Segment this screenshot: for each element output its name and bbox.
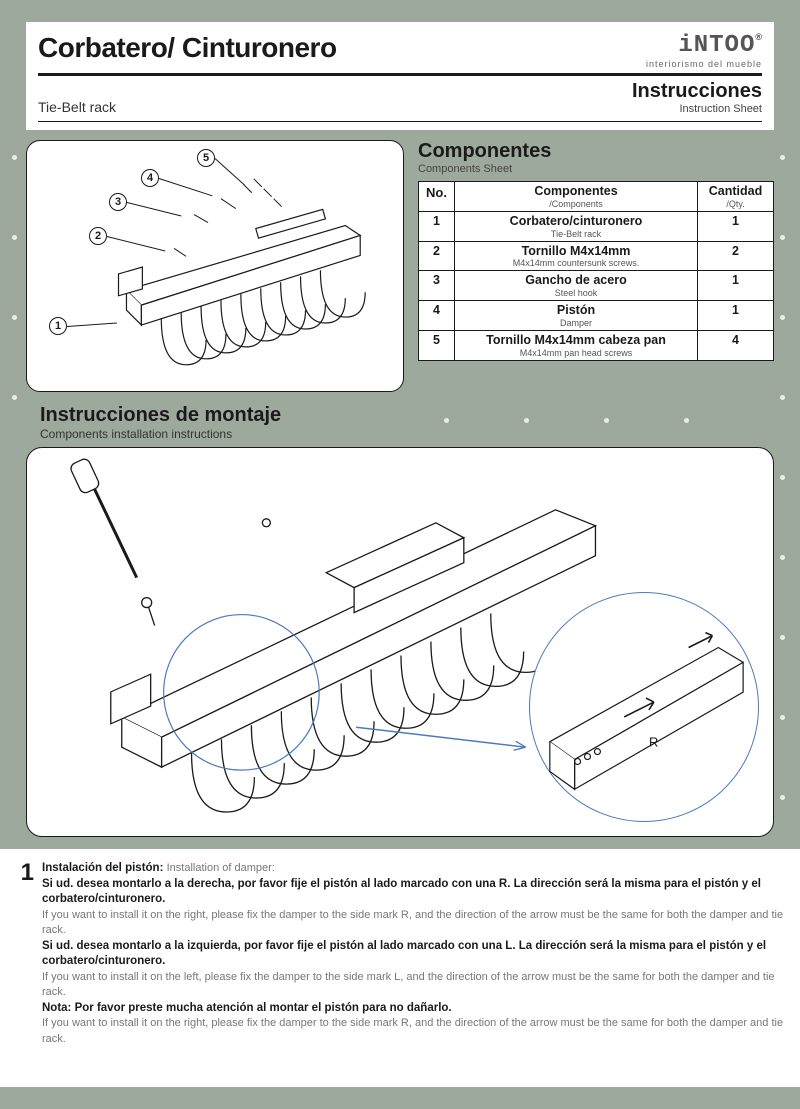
step-left-en: If you want to install it on the left, p… [42, 971, 775, 999]
brand-tagline: interiorismo del mueble [646, 59, 762, 69]
th-no: No. [419, 182, 455, 212]
th-comp: Componentes /Components [455, 182, 698, 212]
assembly-subtitle: Components installation instructions [40, 427, 774, 441]
table-row: 4PistónDamper1 [419, 301, 774, 331]
svg-text:R: R [649, 735, 658, 750]
step-body: Instalación del pistón: Installation of … [42, 861, 784, 1047]
assembly-diagram: R [26, 447, 774, 837]
brand-reg: ® [755, 32, 762, 42]
components-table: No. Componentes /Components Cantidad /Qt… [418, 181, 774, 361]
instructions-heading: Instrucciones [632, 80, 762, 103]
table-row: 2Tornillo M4x14mmM4x14mm countersunk scr… [419, 241, 774, 271]
components-subtitle: Components Sheet [418, 163, 774, 175]
th-qty: Cantidad /Qty. [698, 182, 774, 212]
components-title: Componentes [418, 140, 774, 163]
step-note-en: If you want to install it on the right, … [42, 1017, 783, 1045]
step-left-es: Si ud. desea montarlo a la izquierda, po… [42, 940, 766, 968]
exploded-diagram: 1 2 3 4 5 [26, 140, 404, 392]
step-right-es: Si ud. desea montarlo a la derecha, por … [42, 878, 761, 906]
step-heading-es: Instalación del pistón: [42, 862, 163, 874]
brand-name: iNTOO [678, 32, 755, 59]
table-row: 3Gancho de aceroSteel hook1 [419, 271, 774, 301]
product-title: Corbatero/ Cinturonero [38, 32, 337, 64]
table-row: 1Corbatero/cinturoneroTie-Belt rack1 [419, 211, 774, 241]
header-panel: Corbatero/ Cinturonero iNTOO® interioris… [26, 22, 774, 130]
step-right-en: If you want to install it on the right, … [42, 909, 783, 937]
instructions-subheading: Instruction Sheet [632, 103, 762, 115]
step-number: 1 [16, 861, 34, 1047]
step-note-es: Nota: Por favor preste mucha atención al… [42, 1002, 452, 1014]
instructions-text-panel: 1 Instalación del pistón: Installation o… [0, 849, 800, 1087]
step-heading-en: Installation of damper: [167, 862, 275, 874]
table-row: 5Tornillo M4x14mm cabeza panM4x14mm pan … [419, 330, 774, 360]
detail-inset: R [529, 592, 759, 822]
assembly-title: Instrucciones de montaje [40, 404, 774, 427]
rack-illustration [27, 141, 403, 392]
brand-logo: iNTOO® interiorismo del mueble [646, 32, 762, 69]
product-subtitle: Tie-Belt rack [38, 99, 116, 115]
